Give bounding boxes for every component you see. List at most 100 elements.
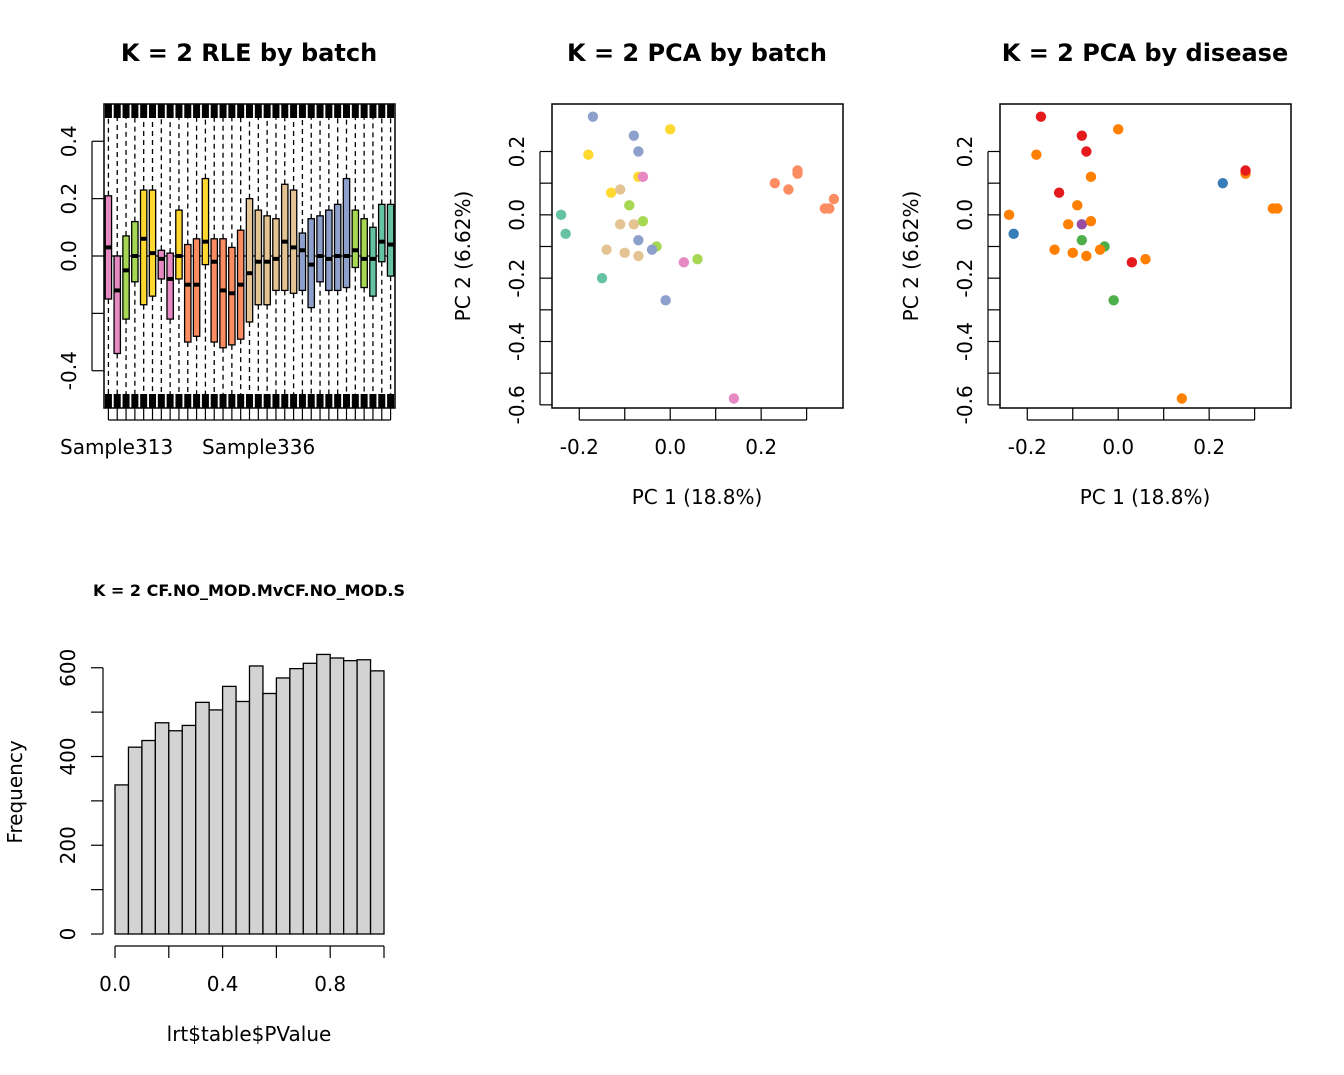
hist-y-tick-label: 200 <box>56 826 80 864</box>
rle-outliers-bottom <box>201 394 209 408</box>
pca-batch-point <box>615 184 626 195</box>
rle-box <box>298 104 307 420</box>
hist-bar <box>248 665 264 935</box>
rle-outliers-bottom <box>140 394 148 408</box>
hist-y-tick-label: 600 <box>56 649 80 687</box>
pca-batch-x-tick-label: -0.2 <box>560 435 599 459</box>
hist-bar <box>208 709 224 935</box>
rle-box-body <box>210 238 219 343</box>
pca-disease-x-tick-label: 0.0 <box>1102 435 1134 459</box>
rle-outliers-top <box>237 104 245 118</box>
pca-batch-point <box>633 250 644 262</box>
rle-box <box>104 104 113 420</box>
rle-box-body <box>166 252 174 320</box>
rle-box <box>325 104 333 420</box>
rle-outliers-bottom <box>343 394 350 408</box>
rle-box <box>192 104 201 420</box>
pca-batch-point <box>633 146 644 157</box>
rle-box-body <box>377 203 386 263</box>
rle-outliers-bottom <box>387 394 395 408</box>
rle-y-tick-label: 0.4 <box>57 125 81 157</box>
rle-outliers-bottom <box>334 394 342 408</box>
rle-outliers-bottom <box>307 394 315 408</box>
rle-title: K = 2 RLE by batch <box>121 39 377 67</box>
rle-outliers-top <box>219 104 227 118</box>
rle-outliers-bottom <box>184 394 192 408</box>
rle-box-body <box>131 220 139 283</box>
rle-outliers-bottom <box>175 394 183 408</box>
hist-x-tick-label: 0.0 <box>99 972 131 996</box>
rle-outliers-bottom <box>237 394 245 408</box>
pca-batch-scatter: -0.2 0.0 0.2 -0.6 -0.4 -0.2 0.0 0.2 <box>505 103 844 459</box>
hist-xlabel: lrt$table$PValue <box>167 1022 332 1046</box>
rle-outliers-bottom <box>369 394 377 408</box>
rle-outliers-bottom <box>219 394 227 408</box>
rle-box-body <box>192 238 201 337</box>
rle-outliers-top <box>210 104 218 118</box>
pca-disease-frame <box>999 103 1292 409</box>
rle-box <box>122 104 130 420</box>
rle-outliers-bottom <box>378 394 386 408</box>
pca-batch-point <box>615 219 626 230</box>
rle-outliers-top <box>307 104 315 118</box>
rle-box <box>201 104 210 420</box>
hist-y-tick-label: 400 <box>56 737 80 775</box>
pca-disease-ylabel: PC 2 (6.62%) <box>899 191 923 322</box>
rle-box <box>351 104 360 420</box>
rle-outliers-top <box>246 104 253 118</box>
rle-outliers-bottom <box>104 394 112 408</box>
rle-outliers-bottom <box>157 394 165 408</box>
pca-disease-point <box>1076 219 1088 230</box>
rle-box <box>245 104 254 420</box>
pca-batch-frame <box>551 103 844 409</box>
rle-box-body <box>316 215 324 283</box>
rle-outliers-bottom <box>298 394 306 408</box>
pca-batch-point <box>596 272 608 284</box>
rle-box <box>289 104 298 420</box>
rle-outliers-top <box>369 104 377 118</box>
hist-bar <box>154 722 170 935</box>
pca-batch-point <box>605 187 617 198</box>
rle-y-tick-label: -0.4 <box>57 351 81 390</box>
rle-box-body <box>351 209 360 269</box>
rle-outliers-top <box>193 104 201 118</box>
rle-box-body <box>298 232 307 292</box>
rle-box-body <box>289 189 298 294</box>
rle-outliers-top <box>351 104 359 118</box>
pca-batch-x-tick-label: 0.2 <box>745 435 777 459</box>
pca-disease-point <box>1008 228 1019 240</box>
rle-outliers-bottom <box>193 394 201 408</box>
pca-disease-scatter: -0.2 0.0 0.2 -0.6 -0.4 -0.2 0.0 0.2 <box>953 103 1292 459</box>
pca-disease-point <box>1081 146 1092 157</box>
pca-batch-point <box>783 184 794 195</box>
pca-batch-y-tick-label: -0.4 <box>505 322 529 361</box>
pca-disease-point <box>1003 209 1015 221</box>
hist-y-tick-label: 0 <box>56 928 80 941</box>
pca-batch-point <box>728 393 740 404</box>
rle-outliers-top <box>175 104 183 118</box>
rle-outliers-bottom <box>351 394 359 408</box>
pca-disease-y-tick-label: 0.0 <box>953 199 977 231</box>
pca-disease-point <box>1081 250 1092 262</box>
rle-box-body <box>122 235 130 320</box>
rle-box-body <box>245 197 254 323</box>
pca-batch-y-tick-label: -0.6 <box>505 385 529 424</box>
rle-box <box>333 104 342 420</box>
pca-disease-point <box>1108 295 1119 306</box>
rle-outliers-top <box>272 104 280 118</box>
rle-box-body <box>360 218 368 289</box>
pca-disease-point <box>1035 111 1047 122</box>
hist-bar <box>369 670 385 935</box>
rle-box-body <box>272 218 280 292</box>
pca-disease-point <box>1140 253 1151 265</box>
rle-box-body <box>113 255 122 355</box>
hist-bar <box>168 730 183 935</box>
rle-box-body <box>333 203 342 292</box>
pca-batch-point <box>628 130 640 141</box>
rle-box-body <box>386 203 395 277</box>
rle-x-tick-label: Sample313 <box>60 435 173 459</box>
rle-box <box>175 104 183 420</box>
pca-disease-point <box>1126 257 1138 268</box>
rle-outliers-top <box>263 104 271 118</box>
rle-box <box>183 104 192 420</box>
